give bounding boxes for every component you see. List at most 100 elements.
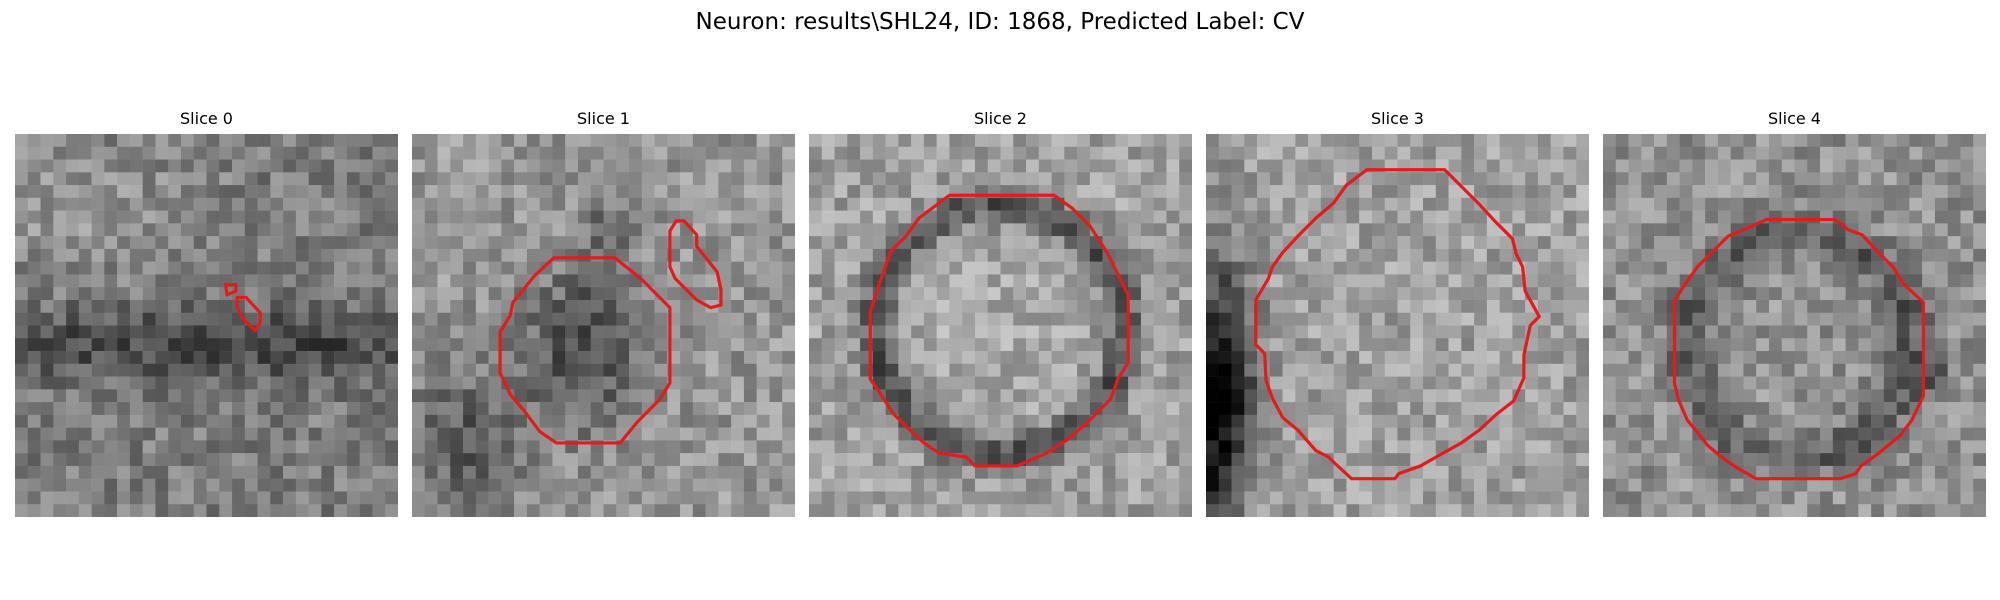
image-pixel	[1679, 478, 1693, 492]
image-pixel	[1692, 402, 1706, 416]
image-pixel	[1102, 223, 1116, 237]
image-pixel	[1973, 185, 1986, 199]
image-pixel	[1026, 159, 1040, 173]
image-pixel	[1781, 427, 1795, 441]
image-pixel	[1269, 185, 1283, 199]
image-pixel	[1692, 491, 1706, 505]
image-pixel	[1269, 440, 1283, 454]
segmentation-contour	[1254, 168, 1541, 481]
image-pixel	[1717, 363, 1731, 377]
image-pixel	[1641, 210, 1655, 224]
image-pixel	[1525, 261, 1539, 275]
image-pixel	[232, 325, 246, 339]
image-pixel	[1153, 236, 1167, 250]
image-pixel	[295, 312, 309, 326]
image-pixel	[590, 338, 604, 352]
image-pixel	[1218, 389, 1232, 403]
image-pixel	[834, 299, 848, 313]
image-pixel	[731, 414, 745, 428]
image-pixel	[1499, 210, 1513, 224]
image-pixel	[1166, 376, 1180, 390]
image-pixel	[1231, 338, 1245, 352]
image-pixel	[1435, 312, 1449, 326]
image-pixel	[680, 402, 694, 416]
image-pixel	[346, 172, 360, 186]
image-pixel	[27, 465, 41, 479]
image-pixel	[1140, 248, 1154, 262]
image-pixel	[91, 299, 105, 313]
image-pixel	[27, 248, 41, 262]
image-pixel	[232, 465, 246, 479]
image-pixel	[437, 197, 451, 211]
image-pixel	[66, 185, 80, 199]
image-pixel	[1807, 402, 1821, 416]
image-pixel	[463, 274, 477, 288]
image-pixel	[1089, 440, 1103, 454]
image-pixel	[1883, 210, 1897, 224]
image-pixel	[257, 248, 271, 262]
image-pixel	[1641, 465, 1655, 479]
image-pixel	[1922, 402, 1936, 416]
image-pixel	[1973, 248, 1986, 262]
image-pixel	[1461, 248, 1475, 262]
image-pixel	[1717, 274, 1731, 288]
image-pixel	[552, 414, 566, 428]
image-pixel	[1820, 197, 1834, 211]
image-pixel	[346, 185, 360, 199]
image-pixel	[756, 440, 770, 454]
image-pixel	[1973, 478, 1986, 492]
image-pixel	[15, 402, 29, 416]
image-pixel	[962, 351, 976, 365]
image-pixel	[1461, 363, 1475, 377]
image-pixel	[809, 465, 823, 479]
image-pixel	[692, 197, 706, 211]
image-pixel	[1641, 299, 1655, 313]
image-pixel	[629, 338, 643, 352]
image-pixel	[1692, 465, 1706, 479]
image-pixel	[193, 351, 207, 365]
image-pixel	[283, 287, 297, 301]
image-pixel	[295, 325, 309, 339]
image-pixel	[1858, 299, 1872, 313]
image-pixel	[1973, 376, 1986, 390]
image-pixel	[1102, 427, 1116, 441]
image-pixel	[385, 248, 398, 262]
image-pixel	[1089, 504, 1103, 517]
image-pixel	[809, 210, 823, 224]
image-pixel	[1922, 248, 1936, 262]
image-pixel	[1909, 223, 1923, 237]
image-pixel	[1282, 427, 1296, 441]
image-pixel	[872, 338, 886, 352]
image-pixel	[847, 478, 861, 492]
image-pixel	[219, 261, 233, 275]
image-pixel	[577, 223, 591, 237]
image-pixel	[1320, 146, 1334, 160]
image-pixel	[872, 363, 886, 377]
image-pixel	[1692, 325, 1706, 339]
image-pixel	[1832, 134, 1846, 148]
image-pixel	[1077, 248, 1091, 262]
image-pixel	[1257, 299, 1271, 313]
image-pixel	[1717, 325, 1731, 339]
image-pixel	[1128, 274, 1142, 288]
image-pixel	[424, 134, 438, 148]
image-pixel	[809, 299, 823, 313]
image-pixel	[1768, 504, 1782, 517]
image-pixel	[1269, 210, 1283, 224]
image-pixel	[1013, 134, 1027, 148]
image-pixel	[437, 274, 451, 288]
image-pixel	[66, 376, 80, 390]
image-pixel	[270, 504, 284, 517]
image-pixel	[885, 287, 899, 301]
image-pixel	[1410, 427, 1424, 441]
image-pixel	[1244, 376, 1258, 390]
image-pixel	[1858, 402, 1872, 416]
image-pixel	[1768, 325, 1782, 339]
image-pixel	[949, 312, 963, 326]
image-pixel	[1820, 248, 1834, 262]
image-pixel	[437, 299, 451, 313]
image-pixel	[718, 159, 732, 173]
image-pixel	[565, 146, 579, 160]
image-pixel	[1320, 363, 1334, 377]
image-pixel	[142, 325, 156, 339]
